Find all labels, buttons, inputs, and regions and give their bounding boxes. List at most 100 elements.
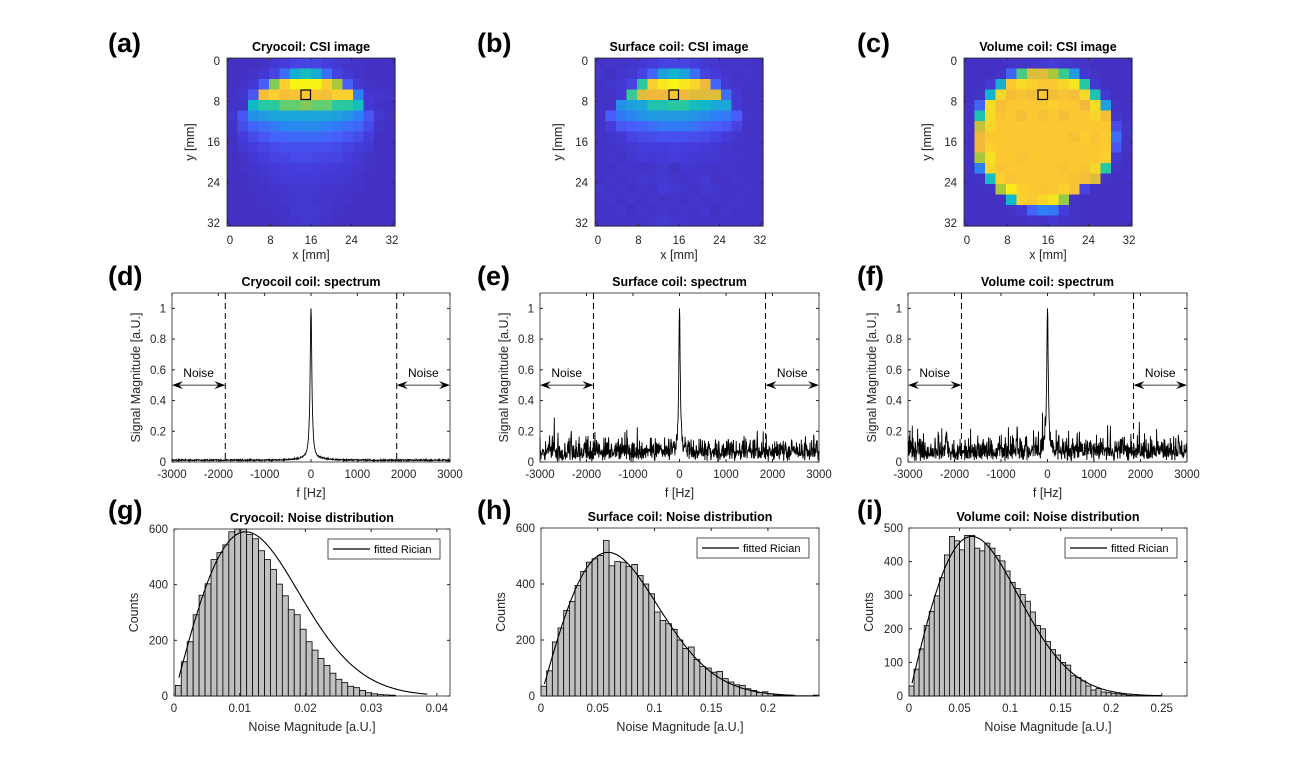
x-tick-label: 0.05 xyxy=(948,703,970,715)
histogram-bar xyxy=(597,555,604,697)
heatmap-cell xyxy=(647,194,659,206)
heatmap-cell xyxy=(1069,131,1081,143)
heatmap-cell xyxy=(1111,79,1123,91)
histogram-bar xyxy=(287,609,295,697)
heatmap-cell xyxy=(647,215,659,227)
heatmap-cell xyxy=(1048,152,1060,164)
heatmap-cell xyxy=(1090,163,1102,175)
heatmap-cell xyxy=(1121,142,1133,154)
heatmap-cell xyxy=(1048,215,1060,227)
x-tick-label: 16 xyxy=(305,235,318,247)
heatmap-cell xyxy=(1058,184,1070,196)
heatmap-cell xyxy=(710,58,722,70)
heatmap-cell xyxy=(985,173,997,185)
heatmap-cell xyxy=(742,215,754,227)
histogram-bar xyxy=(293,614,301,697)
heatmap-cell xyxy=(248,142,260,154)
histogram-bar xyxy=(186,641,194,697)
heatmap-cell xyxy=(658,110,670,122)
heatmap-cell xyxy=(321,58,333,70)
heatmap-cell xyxy=(710,163,722,175)
heatmap-cell xyxy=(731,184,743,196)
heatmap-cell xyxy=(353,163,365,175)
histogram-bar xyxy=(923,625,930,697)
heatmap-cell xyxy=(1048,184,1060,196)
heatmap-cell xyxy=(1100,100,1112,112)
histogram-bar xyxy=(999,560,1006,697)
heatmap-cell xyxy=(1121,100,1133,112)
heatmap-cell xyxy=(1006,142,1018,154)
heatmap-cell xyxy=(1058,100,1070,112)
x-tick-label: 0.2 xyxy=(1103,703,1119,715)
heatmap-cell xyxy=(1027,100,1039,112)
heatmap-cell xyxy=(658,58,670,70)
heatmap-cell xyxy=(269,184,281,196)
heatmap-cell xyxy=(1121,89,1133,101)
y-tick-label: 0.4 xyxy=(886,396,903,408)
heatmap-cell xyxy=(1016,184,1028,196)
heatmap-cell xyxy=(742,58,754,70)
heatmap-cell xyxy=(658,121,670,133)
heatmap-cell xyxy=(595,184,607,196)
heatmap-cell xyxy=(995,173,1007,185)
heatmap-cell xyxy=(1016,205,1028,217)
x-tick-label: 0.1 xyxy=(1002,703,1018,715)
panel-letter: (e) xyxy=(477,261,510,291)
heatmap-cell xyxy=(1090,205,1102,217)
heatmap-cell xyxy=(227,163,239,175)
histogram-bar xyxy=(258,550,265,697)
heatmap-cell xyxy=(710,79,722,91)
heatmap-cell xyxy=(668,142,680,154)
heatmap-cell xyxy=(647,89,659,101)
heatmap-cell xyxy=(616,142,628,154)
heatmap-cell xyxy=(752,79,764,91)
heatmap-cell xyxy=(647,100,659,112)
heatmap-cell xyxy=(595,152,607,164)
heatmap-cell xyxy=(1090,110,1102,122)
heatmap-cell xyxy=(974,121,986,133)
x-tick-label: 2000 xyxy=(391,469,417,481)
heatmap-cell xyxy=(700,79,712,91)
heatmap-cell xyxy=(626,173,638,185)
y-tick-label: 200 xyxy=(884,624,903,636)
y-tick-label: 500 xyxy=(884,523,903,535)
heatmap-cell xyxy=(1111,194,1123,206)
heatmap-cell xyxy=(668,68,680,80)
heatmap-cell xyxy=(1016,100,1028,112)
heatmap-cell xyxy=(321,121,333,133)
heatmap-cell xyxy=(1048,58,1060,70)
heatmap-cell xyxy=(332,89,344,101)
heatmap-cell xyxy=(1027,194,1039,206)
heatmap-cell xyxy=(689,79,701,91)
y-tick-label: 32 xyxy=(944,218,957,230)
heatmap-cell xyxy=(332,79,344,91)
heatmap-cell xyxy=(374,215,386,227)
heatmap-cell xyxy=(658,89,670,101)
heatmap-cell xyxy=(647,68,659,80)
heatmap-cell xyxy=(995,205,1007,217)
heatmap-cell xyxy=(731,58,743,70)
heatmap-cell xyxy=(1037,110,1049,122)
heatmap-cell xyxy=(689,173,701,185)
heatmap-cell xyxy=(742,110,754,122)
x-tick-label: -1000 xyxy=(618,469,647,481)
heatmap-cell xyxy=(269,58,281,70)
heatmap-cell xyxy=(974,131,986,143)
heatmap-cell xyxy=(995,100,1007,112)
heatmap-cell xyxy=(626,89,638,101)
heatmap-cell xyxy=(1037,58,1049,70)
heatmap-cell xyxy=(964,163,976,175)
heatmap-cell xyxy=(995,121,1007,133)
arrow-head-left xyxy=(172,381,183,390)
heatmap-cell xyxy=(626,131,638,143)
heatmap-cell xyxy=(290,100,302,112)
histogram-bar xyxy=(585,561,593,697)
y-axis-label: y [mm] xyxy=(183,123,197,161)
heatmap-cell xyxy=(279,110,291,122)
heatmap-cell xyxy=(1058,79,1070,91)
heatmap-cell xyxy=(985,131,997,143)
heatmap-cell xyxy=(1027,173,1039,185)
heatmap-cell xyxy=(985,152,997,164)
x-tick-label: 8 xyxy=(267,235,273,247)
heatmap-cell xyxy=(1090,89,1102,101)
